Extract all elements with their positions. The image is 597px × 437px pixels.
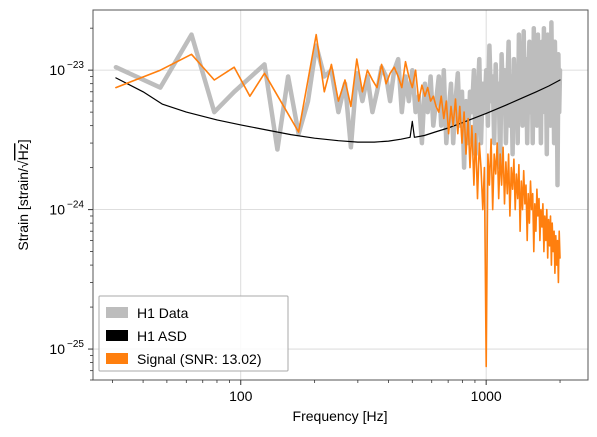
legend: H1 Data H1 ASD Signal (SNR: 13.02): [98, 295, 289, 372]
y-tick-exponent: −25: [67, 339, 84, 350]
plot-frame: [92, 9, 589, 381]
x-axis-label: Frequency [Hz]: [293, 408, 388, 424]
series-layer: [113, 20, 563, 368]
y-tick-exponent: −24: [67, 200, 84, 211]
legend-item-signal: Signal (SNR: 13.02): [137, 351, 262, 367]
legend-item-h1-data: H1 Data: [137, 305, 189, 321]
signal-line: [115, 33, 561, 368]
h1-asd-line: [115, 77, 561, 143]
x-tick-label: 1000: [471, 388, 502, 404]
y-axis-label: Strain [strain/√Hz]: [15, 139, 31, 250]
legend-item-h1-asd: H1 ASD: [137, 328, 187, 344]
y-tick-label: 10: [49, 202, 65, 218]
legend-box: [98, 295, 289, 372]
x-tick-label: 100: [229, 388, 253, 404]
y-tick-label: 10: [49, 62, 65, 78]
x-axis-ticks: 100 1000: [112, 380, 561, 404]
legend-swatch: [106, 353, 128, 364]
y-tick-exponent: −23: [67, 60, 84, 71]
y-tick-label: 10: [49, 341, 65, 357]
legend-swatch: [106, 330, 128, 341]
legend-swatch: [106, 307, 128, 318]
